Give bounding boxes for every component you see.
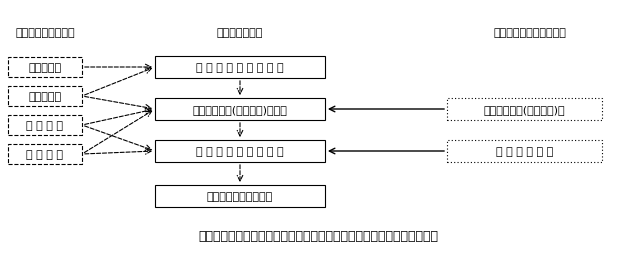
Bar (8, 58, 82, 78)
Text: 土地利用区分(地類区分)の検討: 土地利用区分(地類区分)の検討 (192, 105, 288, 115)
Bar (447, 99, 602, 121)
Bar (8, 87, 82, 107)
Bar (8, 116, 82, 135)
Text: 森林基本図: 森林基本図 (29, 92, 62, 102)
Text: 国土基本図: 国土基本図 (29, 63, 62, 73)
Text: （地図作成の技術情報）: （地図作成の技術情報） (493, 28, 566, 38)
Bar (155, 185, 325, 207)
Text: 空 中 写 真: 空 中 写 真 (27, 121, 64, 131)
Text: 地 物 の 表 記 法 の 検 討: 地 物 の 表 記 法 の 検 討 (196, 146, 284, 156)
Bar (155, 57, 325, 79)
Text: 作 図 地 区 の 概 要 把 握: 作 図 地 区 の 概 要 把 握 (196, 63, 284, 73)
Text: 作　　図　　作　　業: 作 図 作 業 (207, 191, 273, 201)
Text: 現 地 調 査: 現 地 調 査 (27, 149, 64, 159)
Text: 図２　農林地の管理水準を示した土地利用区分図の作成方法（流れ図）: 図２ 農林地の管理水準を示した土地利用区分図の作成方法（流れ図） (198, 230, 438, 243)
Bar (155, 140, 325, 162)
Bar (447, 140, 602, 162)
Bar (155, 99, 325, 121)
Text: 土地利用区分(地類区分)法: 土地利用区分(地類区分)法 (484, 105, 565, 115)
Text: （作業の流れ）: （作業の流れ） (217, 28, 263, 38)
Text: 地 物 の 表 記 法: 地 物 の 表 記 法 (496, 146, 553, 156)
Bar (8, 145, 82, 164)
Text: （対象地区データ）: （対象地区データ） (15, 28, 75, 38)
